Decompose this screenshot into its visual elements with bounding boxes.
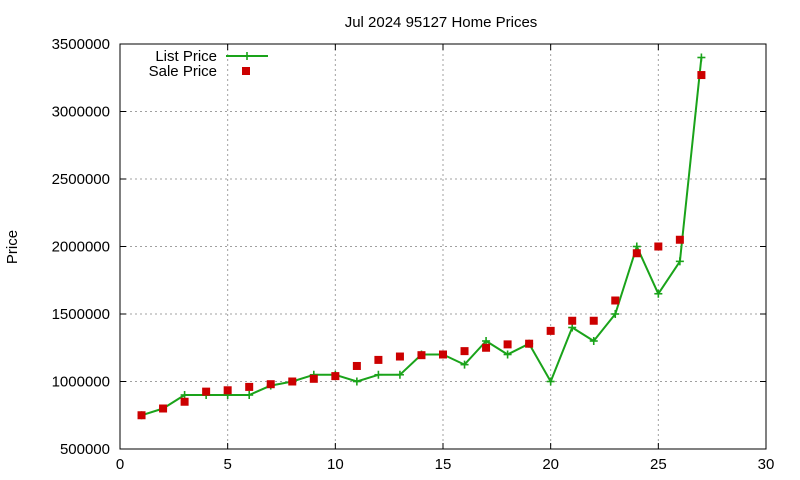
y-tick-label: 500000 [60, 441, 110, 458]
list-price-point [568, 323, 577, 332]
list-price-point [352, 377, 361, 386]
x-tick-label: 20 [542, 456, 559, 473]
sale-price-point [611, 296, 620, 305]
list-price-point [632, 242, 641, 251]
sale-price-point [654, 242, 663, 251]
grid-lines [120, 44, 766, 449]
sale-price-point [482, 343, 491, 352]
y-axis-ticks: 500000 1000000 1500000 2000000 2500000 300000… [52, 36, 766, 458]
x-tick-label: 15 [435, 456, 452, 473]
sale-price-point [503, 340, 512, 349]
list-price-point [546, 377, 555, 386]
legend-label-sale-price: Sale Price [149, 63, 217, 80]
sale-price-point [137, 411, 146, 420]
legend-marker-list-price [243, 52, 251, 60]
sale-price-point [352, 361, 361, 370]
sale-price-point [568, 316, 577, 325]
sale-price-point [525, 339, 534, 348]
sale-price-point [159, 404, 168, 413]
sale-price-point [331, 372, 340, 381]
sale-price-point [460, 347, 469, 356]
y-tick-label: 1000000 [52, 374, 110, 391]
list-price-point [482, 337, 491, 345]
sale-price-point [202, 387, 211, 396]
sale-price-point [180, 397, 189, 406]
list-price-point [503, 350, 512, 359]
list-price-point [460, 360, 469, 369]
x-tick-label: 30 [758, 456, 775, 473]
sale-price-point [589, 316, 598, 325]
sale-price-point [417, 351, 426, 360]
list-price-point [654, 289, 663, 298]
x-tick-label: 5 [223, 456, 231, 473]
sale-price-point [632, 249, 641, 258]
legend: List Price Sale Price [149, 48, 268, 80]
legend-plus-marker [243, 52, 251, 60]
y-axis-label: Price [4, 230, 21, 264]
sale-price-point [675, 235, 684, 244]
list-price-point [675, 257, 684, 266]
list-price-point [180, 391, 189, 399]
plot-frame [119, 43, 767, 450]
list-price-point [697, 53, 706, 62]
list-price-point [374, 370, 383, 379]
y-tick-label: 3500000 [52, 36, 110, 53]
sale-price-point [546, 326, 555, 335]
series-layer [137, 53, 706, 420]
sale-price-point [439, 350, 447, 359]
list-price-point [395, 370, 404, 379]
sale-price-point [697, 71, 706, 80]
sale-price-point [245, 382, 254, 391]
y-tick-label: 3000000 [52, 104, 110, 121]
legend-marker-sale-price [242, 67, 250, 75]
legend-label-list-price: List Price [155, 48, 217, 65]
x-axis-ticks: 0 5 10 15 20 25 30 [116, 44, 775, 473]
sale-price-point [374, 355, 383, 364]
sale-price-point [223, 386, 232, 395]
sale-price-point [309, 374, 318, 383]
y-tick-label: 2500000 [52, 171, 110, 188]
x-tick-label: 10 [327, 456, 344, 473]
list-price-point [245, 391, 254, 399]
x-tick-label: 25 [650, 456, 667, 473]
list-price-point [611, 310, 620, 318]
x-tick-label: 0 [116, 456, 124, 473]
y-tick-label: 1500000 [52, 306, 110, 323]
chart-title: Jul 2024 95127 Home Prices [345, 14, 538, 31]
sale-price-point [266, 380, 275, 389]
sale-price-point [288, 377, 297, 386]
sale-price-point [395, 352, 404, 361]
y-tick-label: 2000000 [52, 239, 110, 256]
list-price-point [589, 337, 598, 345]
